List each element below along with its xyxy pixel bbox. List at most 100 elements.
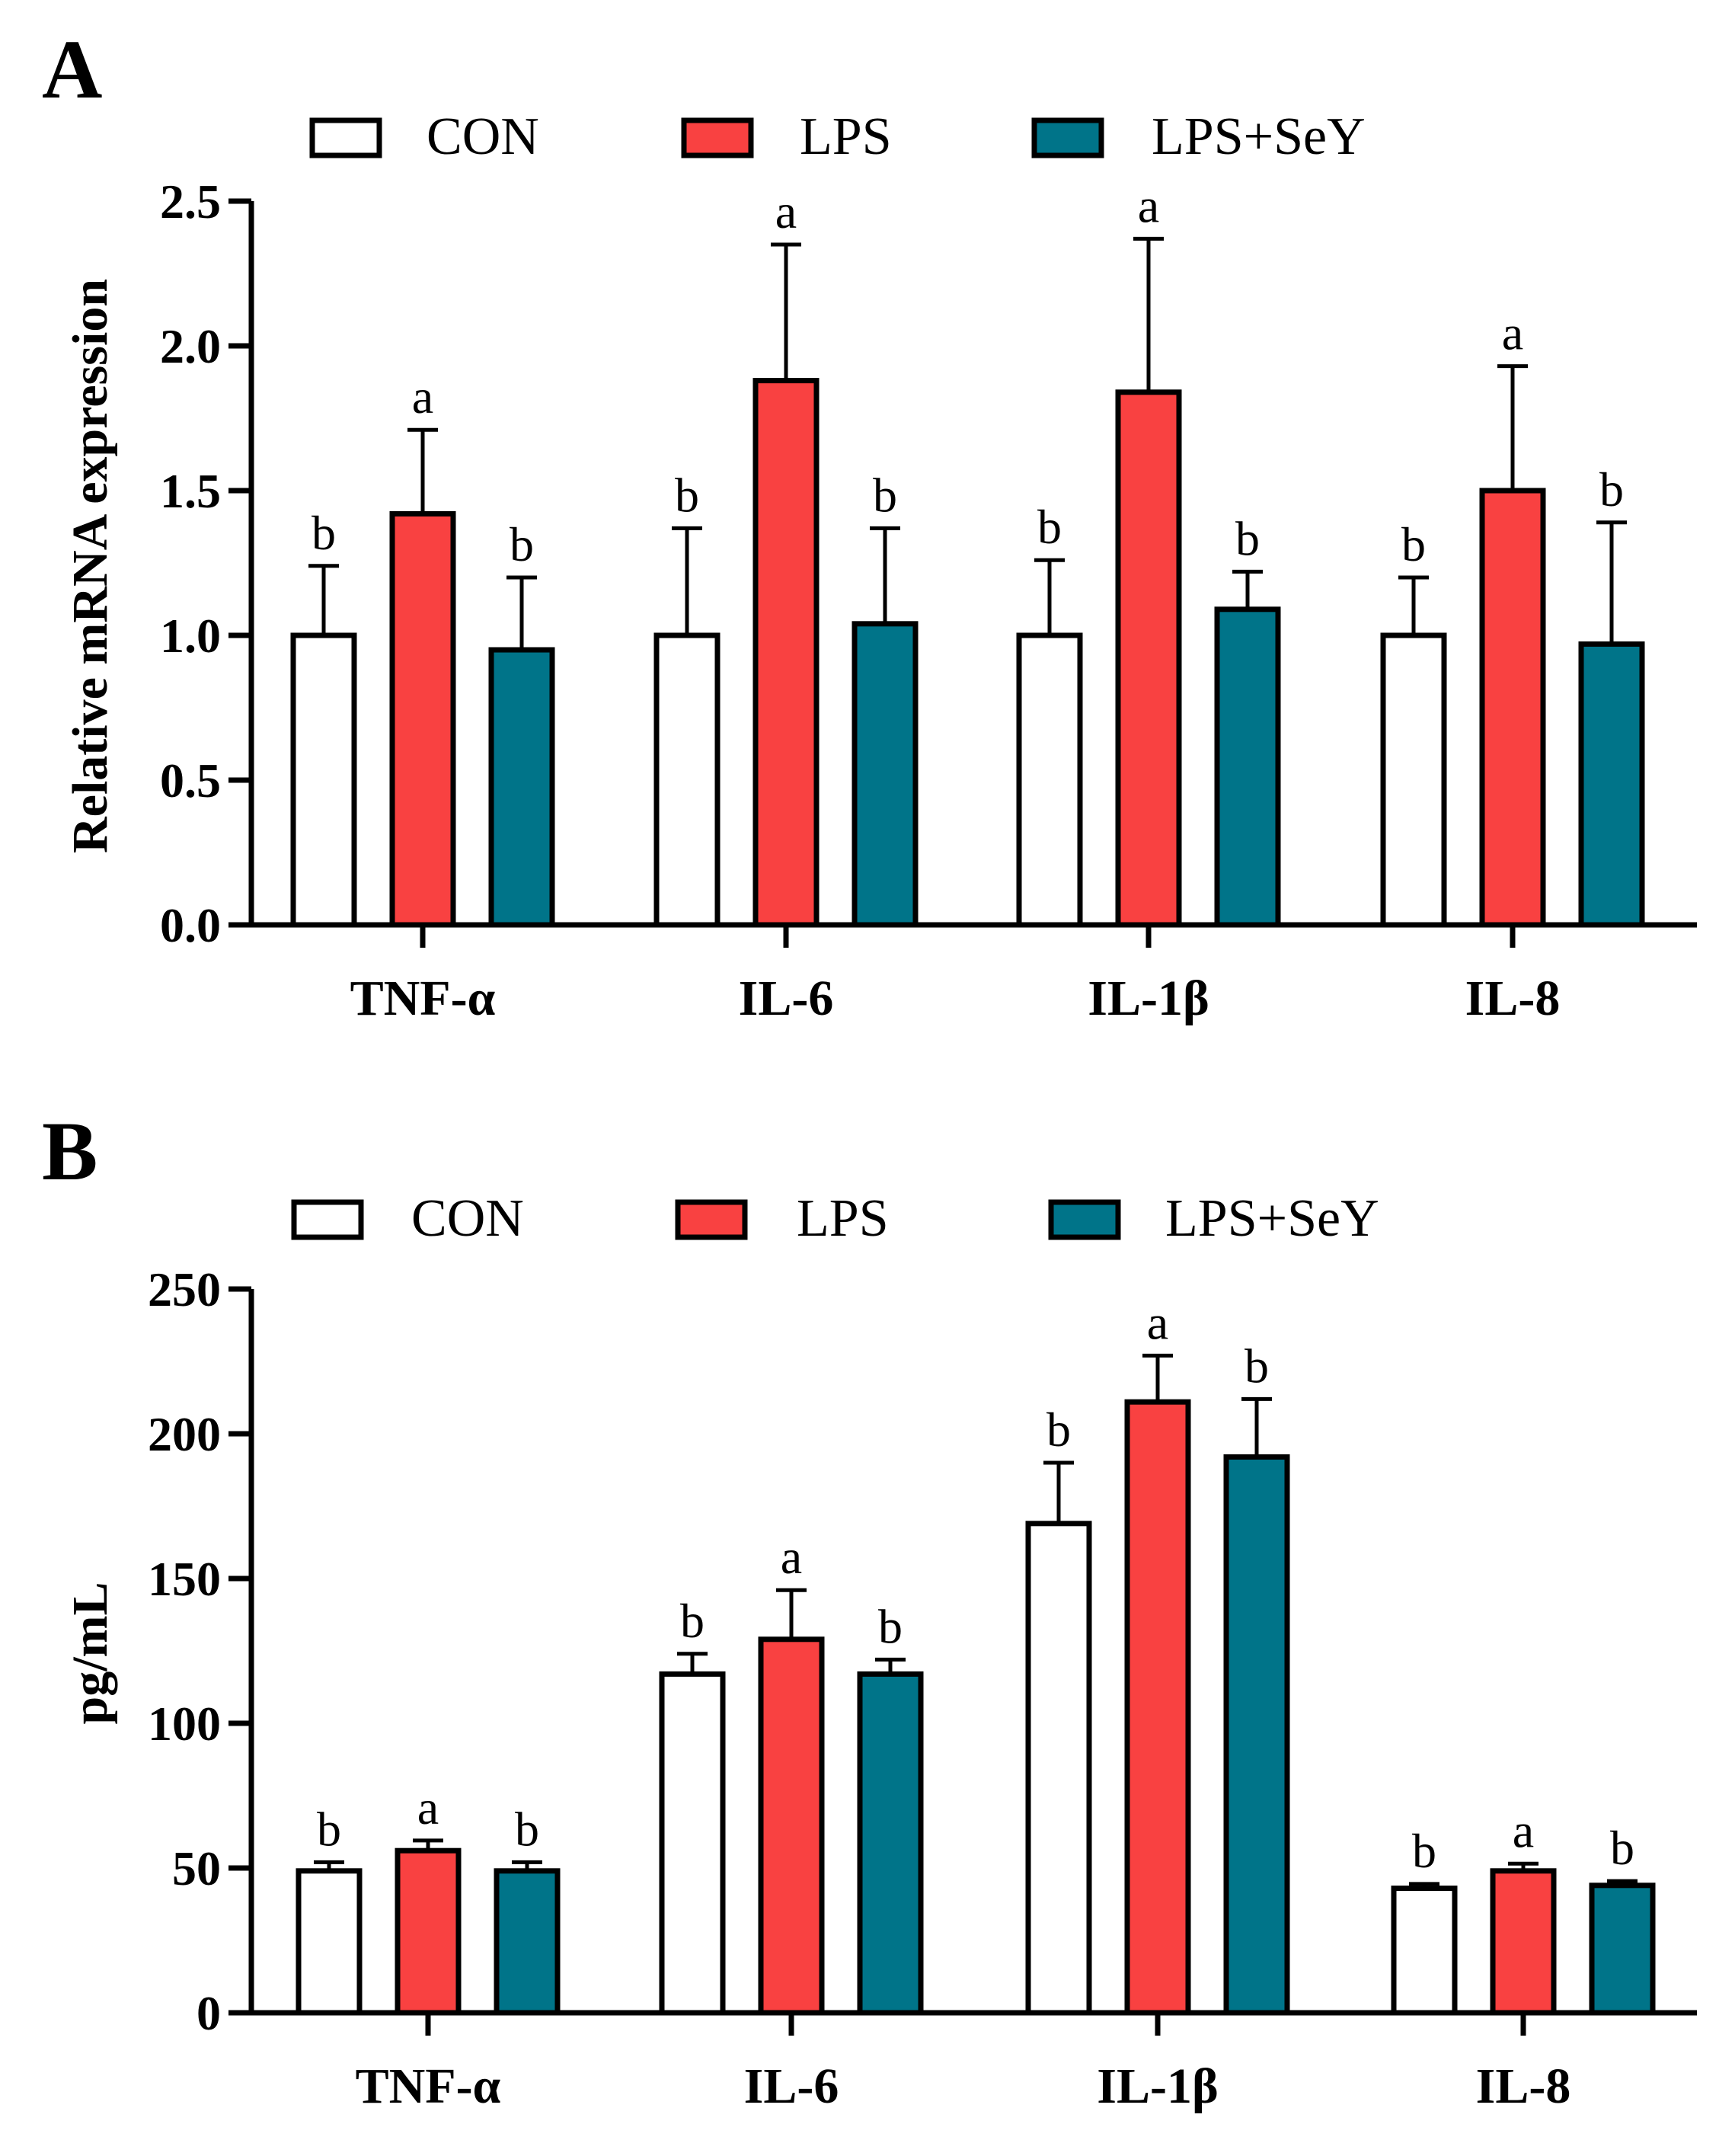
legend-item-lps: LPS	[681, 107, 892, 166]
x-tick-label-il-1: IL-1β	[1097, 2058, 1218, 2114]
legend-label-lps-sey: LPS+SeY	[1165, 1189, 1379, 1248]
letter-lps-il-1: a	[1138, 178, 1159, 232]
letter-lps-sey-tnf: b	[515, 1802, 539, 1856]
letter-con-il-6: b	[680, 1594, 705, 1648]
x-tick-label-tnf: TNF-α	[350, 971, 496, 1026]
letter-lps-sey-il-6: b	[878, 1599, 903, 1653]
panel-label-a: A	[42, 23, 102, 116]
bar-con-tnf	[296, 1868, 363, 2016]
letter-lps-sey-il-1: b	[1245, 1339, 1269, 1393]
axes	[248, 1289, 1697, 2036]
legend-item-lps: LPS	[675, 1189, 889, 1248]
legend: CON LPS LPS+SeY	[291, 1189, 1379, 1248]
letter-lps-sey-il-8: b	[1610, 1821, 1634, 1875]
letter-lps-il-8: a	[1502, 306, 1523, 360]
y-tick-label: 200	[148, 1407, 221, 1461]
x-tick-label-il-8: IL-8	[1476, 2058, 1571, 2114]
bar-lps-tnf	[395, 1847, 462, 2016]
y-ticks: 0 50 100 150 200 250	[148, 1262, 251, 2040]
x-tick-label-il-8: IL-8	[1465, 971, 1561, 1026]
y-axis-label: Relative mRNA expression	[62, 279, 118, 853]
bar-lps-sey-il-6	[852, 621, 919, 928]
y-tick-label: 0.0	[160, 898, 221, 952]
letter-con-il-6: b	[675, 468, 699, 522]
legend-item-con: CON	[291, 1189, 524, 1248]
letter-lps-sey-tnf: b	[510, 517, 534, 571]
bar-con-il-1	[1025, 1521, 1092, 2016]
bar-lps-sey-il-8	[1589, 1883, 1656, 2016]
bar-lps-il-8	[1479, 488, 1546, 928]
panel-a: A CON LPS LPS+SeY Relative mRNA expressi…	[42, 23, 1697, 1026]
bar-con-il-8	[1380, 632, 1447, 928]
bar-lps-tnf	[389, 510, 456, 928]
legend-swatch-lps-sey	[1031, 117, 1104, 158]
letter-lps-tnf: a	[412, 369, 433, 424]
bar-lps-il-6	[758, 1636, 825, 2016]
legend-swatch-lps-sey	[1048, 1199, 1121, 1240]
bar-lps-il-1	[1124, 1399, 1191, 2016]
bar-lps-sey-il-1	[1223, 1454, 1290, 2016]
y-tick-label: 0.5	[160, 753, 221, 808]
legend-label-con: CON	[427, 107, 539, 166]
letter-con-tnf: b	[312, 506, 336, 560]
legend-item-lps-sey: LPS+SeY	[1048, 1189, 1379, 1248]
x-tick-labels: TNF-α IL-6 IL-1β IL-8	[356, 2058, 1571, 2114]
letter-lps-il-1: a	[1147, 1295, 1168, 1349]
x-tick-labels: TNF-α IL-6 IL-1β IL-8	[350, 971, 1561, 1026]
bar-con-il-8	[1391, 1886, 1458, 2016]
y-axis-label: pg/mL	[62, 1582, 118, 1724]
y-tick-label: 2.0	[160, 319, 221, 373]
letter-con-il-1: b	[1046, 1403, 1071, 1457]
axes	[248, 201, 1697, 948]
legend-swatch-lps	[675, 1199, 748, 1240]
panel-label-b: B	[42, 1105, 97, 1198]
legend-label-lps: LPS	[800, 107, 892, 166]
significance-letters: b a b b a b b a b b a b	[317, 1295, 1634, 1877]
y-tick-label: 1.5	[160, 464, 221, 518]
panel-b: B CON LPS LPS+SeY pg/mL 050100150200250 …	[42, 1105, 1697, 2114]
y-tick-label: 50	[172, 1841, 221, 1895]
y-tick-label: 150	[148, 1552, 221, 1606]
legend-label-lps-sey: LPS+SeY	[1152, 107, 1366, 166]
legend-item-con: CON	[309, 107, 539, 166]
letter-con-tnf: b	[317, 1802, 341, 1856]
letter-lps-il-8: a	[1513, 1803, 1534, 1857]
bar-lps-sey-il-6	[857, 1671, 924, 2016]
legend-swatch-con	[291, 1199, 364, 1240]
letter-con-il-8: b	[1412, 1824, 1436, 1878]
y-tick-label: 1.0	[160, 609, 221, 663]
y-tick-label: 0	[197, 1986, 221, 2040]
x-tick-label-tnf: TNF-α	[356, 2058, 501, 2114]
letter-lps-sey-il-8: b	[1599, 462, 1624, 517]
bars	[290, 378, 1645, 928]
bar-con-il-6	[659, 1671, 726, 2016]
bar-lps-il-6	[752, 378, 820, 928]
error-bars	[314, 1353, 1638, 1889]
bar-lps-il-1	[1115, 389, 1182, 928]
y-tick-label: 2.5	[160, 174, 221, 229]
y-tick-label: 250	[148, 1262, 221, 1316]
legend-label-con: CON	[411, 1189, 524, 1248]
significance-letters: b a b b a b b a b b a b	[312, 178, 1624, 571]
error-bars	[308, 236, 1627, 650]
x-tick-label-il-6: IL-6	[744, 2058, 839, 2114]
letter-con-il-8: b	[1401, 517, 1426, 571]
letter-con-il-1: b	[1037, 500, 1062, 554]
legend-label-lps: LPS	[797, 1189, 889, 1248]
x-tick-label-il-6: IL-6	[739, 971, 834, 1026]
legend-swatch-lps	[681, 117, 754, 158]
letter-lps-il-6: a	[781, 1530, 802, 1584]
bar-con-il-6	[653, 632, 721, 928]
legend: CON LPS LPS+SeY	[309, 107, 1366, 166]
letter-lps-tnf: a	[417, 1780, 439, 1835]
y-tick-label: 100	[148, 1697, 221, 1751]
bar-lps-il-8	[1490, 1868, 1557, 2016]
bar-lps-sey-il-8	[1578, 641, 1645, 928]
bar-con-tnf	[290, 632, 357, 928]
bars	[296, 1399, 1656, 2016]
legend-item-lps-sey: LPS+SeY	[1031, 107, 1366, 166]
bar-lps-sey-tnf	[494, 1868, 561, 2016]
bar-con-il-1	[1016, 632, 1083, 928]
bar-lps-sey-il-1	[1214, 606, 1281, 928]
legend-swatch-con	[309, 117, 382, 158]
